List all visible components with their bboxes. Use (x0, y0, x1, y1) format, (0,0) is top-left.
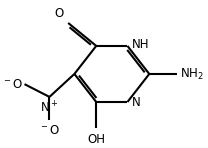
Text: $^-$O: $^-$O (39, 124, 60, 137)
Text: N: N (132, 95, 141, 108)
Text: NH: NH (132, 38, 150, 51)
Text: NH$_2$: NH$_2$ (181, 66, 204, 82)
Text: N$^+$: N$^+$ (40, 101, 59, 116)
Text: OH: OH (87, 133, 105, 146)
Text: O: O (54, 7, 63, 20)
Text: $^-$O: $^-$O (2, 78, 23, 91)
